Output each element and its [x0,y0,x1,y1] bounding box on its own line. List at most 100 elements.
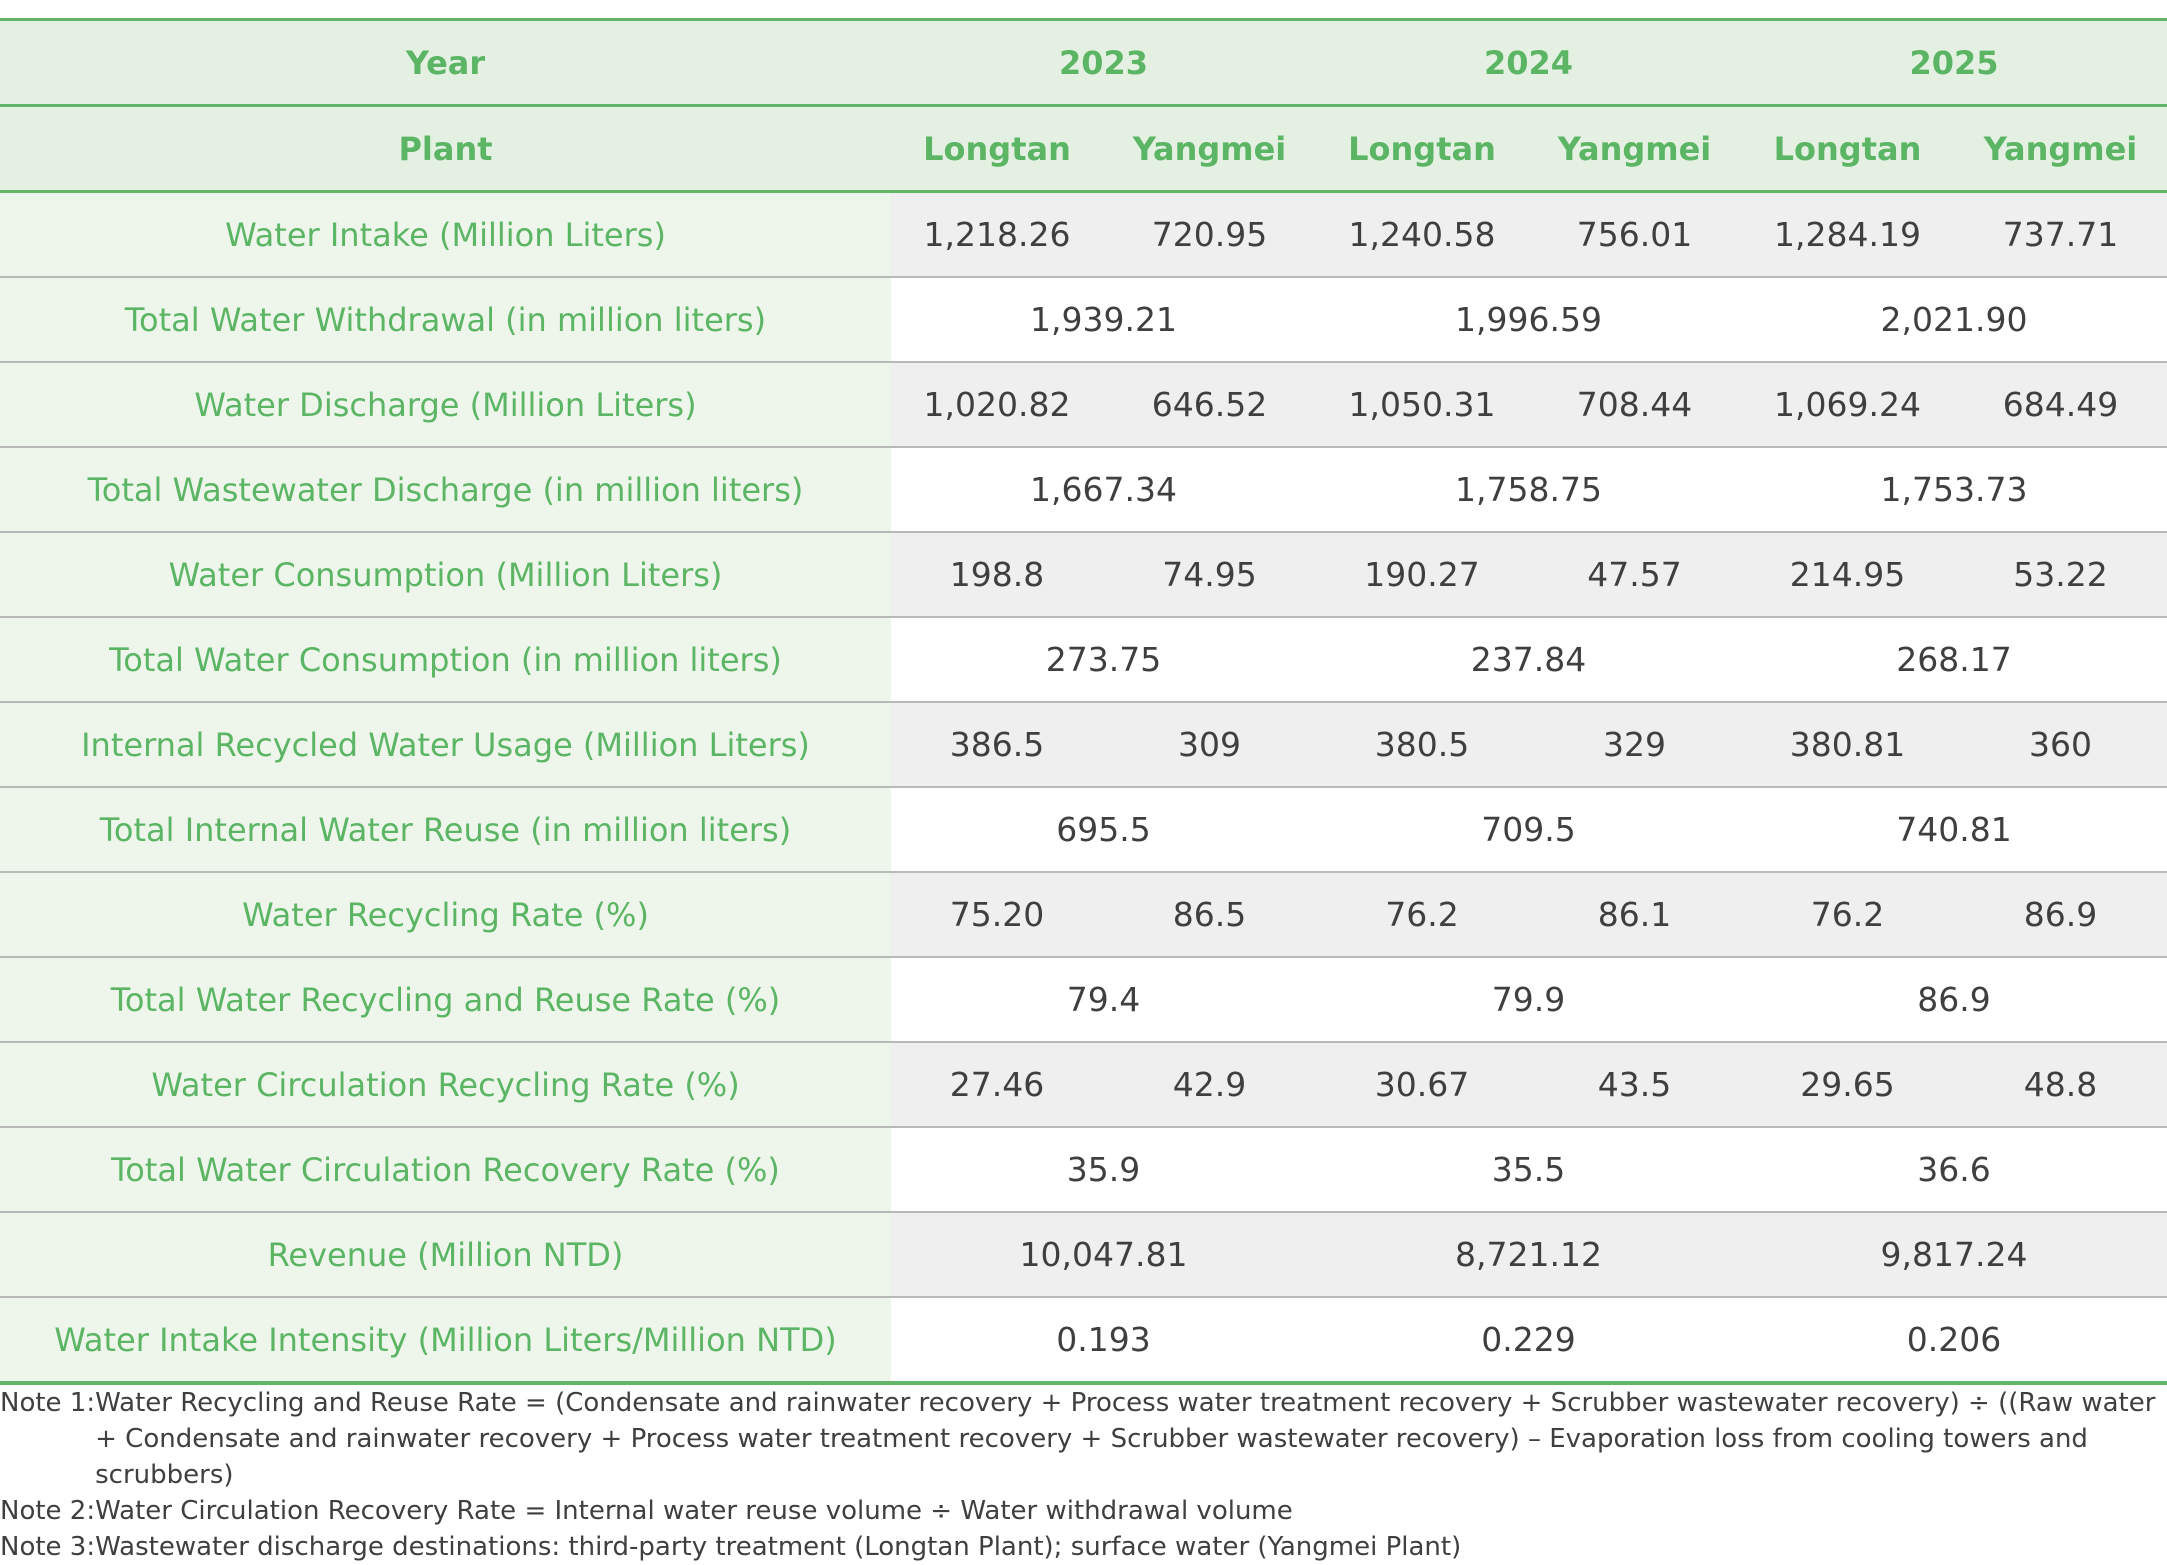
value-cell: 386.5 [891,702,1103,788]
value-cell: 720.95 [1103,191,1316,278]
value-cell: 36.6 [1741,1127,2167,1213]
value-cell: 86.9 [1741,957,2167,1043]
plant-header-longtan: Longtan [1741,105,1954,193]
value-cell: 2,021.90 [1741,277,2167,363]
note: Note 3: Wastewater discharge destinations… [0,1529,2167,1565]
table-row: Total Water Consumption (in million lite… [0,617,2167,703]
plant-label: Plant [0,105,891,193]
plant-header-longtan: Longtan [891,105,1103,193]
value-cell: 1,050.31 [1316,362,1528,448]
value-cell: 35.9 [891,1127,1316,1213]
value-cell: 695.5 [891,787,1316,873]
value-cell: 1,667.34 [891,447,1316,533]
value-cell: 76.2 [1741,872,1954,958]
value-cell: 42.9 [1103,1042,1316,1128]
table-row: Total Water Withdrawal (in million liter… [0,277,2167,363]
table-row: Internal Recycled Water Usage (Million L… [0,702,2167,788]
table-row: Water Consumption (Million Liters) 198.8 7… [0,532,2167,618]
table-body: Water Intake (Million Liters) 1,218.26 720… [0,191,2167,1385]
value-cell: 1,753.73 [1741,447,2167,533]
value-cell: 190.27 [1316,532,1528,618]
table-row: Total Internal Water Reuse (in million l… [0,787,2167,873]
row-label: Total Water Circulation Recovery Rate (%… [0,1127,891,1213]
year-label: Year [0,18,891,107]
value-cell: 8,721.12 [1316,1212,1741,1298]
value-cell: 48.8 [1954,1042,2167,1128]
note: Note 1: Water Recycling and Reuse Rate = … [0,1385,2167,1493]
value-cell: 1,996.59 [1316,277,1741,363]
water-data-table: Year 2023 2024 2025 Plant Longtan Yangme… [0,18,2167,1385]
value-cell: 79.4 [891,957,1316,1043]
note: Note 2: Water Circulation Recovery Rate =… [0,1493,2167,1529]
value-cell: 29.65 [1741,1042,1954,1128]
value-cell: 684.49 [1954,362,2167,448]
year-2023-header: 2023 [891,18,1316,107]
value-cell: 0.193 [891,1297,1316,1385]
row-label: Water Intake Intensity (Million Liters/M… [0,1297,891,1385]
value-cell: 1,218.26 [891,191,1103,278]
value-cell: 1,069.24 [1741,362,1954,448]
notes-section: Note 1: Water Recycling and Reuse Rate = … [0,1385,2167,1565]
value-cell: 75.20 [891,872,1103,958]
value-cell: 214.95 [1741,532,1954,618]
value-cell: 309 [1103,702,1316,788]
value-cell: 76.2 [1316,872,1528,958]
note-id: Note 1: [0,1388,96,1418]
value-cell: 0.229 [1316,1297,1741,1385]
value-cell: 1,939.21 [891,277,1316,363]
table-row: Water Recycling Rate (%) 75.20 86.5 76.2 86.… [0,872,2167,958]
value-cell: 30.67 [1316,1042,1528,1128]
year-2025-header: 2025 [1741,18,2167,107]
table-row: Total Wastewater Discharge (in million l… [0,447,2167,533]
plant-header-yangmei: Yangmei [1528,105,1741,193]
row-label: Water Circulation Recycling Rate (%) [0,1042,891,1128]
value-cell: 9,817.24 [1741,1212,2167,1298]
row-label: Total Water Consumption (in million lite… [0,617,891,703]
row-label: Total Water Recycling and Reuse Rate (%) [0,957,891,1043]
plant-header-longtan: Longtan [1316,105,1528,193]
value-cell: 86.9 [1954,872,2167,958]
year-header-row: Year 2023 2024 2025 [0,18,2167,107]
value-cell: 737.71 [1954,191,2167,278]
value-cell: 35.5 [1316,1127,1741,1213]
plant-header-row: Plant Longtan Yangmei Longtan Yangmei Lo… [0,105,2167,193]
note-text: Water Recycling and Reuse Rate = (Conden… [95,1388,2156,1490]
year-2024-header: 2024 [1316,18,1741,107]
value-cell: 1,284.19 [1741,191,1954,278]
row-label: Internal Recycled Water Usage (Million L… [0,702,891,788]
value-cell: 740.81 [1741,787,2167,873]
table-row: Water Intake (Million Liters) 1,218.26 720… [0,191,2167,278]
note-id: Note 3: [0,1532,96,1562]
value-cell: 27.46 [891,1042,1103,1128]
value-cell: 0.206 [1741,1297,2167,1385]
table-row: Water Intake Intensity (Million Liters/M… [0,1297,2167,1385]
value-cell: 1,020.82 [891,362,1103,448]
row-label: Water Intake (Million Liters) [0,191,891,278]
value-cell: 86.1 [1528,872,1741,958]
value-cell: 198.8 [891,532,1103,618]
value-cell: 47.57 [1528,532,1741,618]
table-row: Total Water Recycling and Reuse Rate (%)… [0,957,2167,1043]
table-row: Revenue (Million NTD) 10,047.81 8,721.12 9,… [0,1212,2167,1298]
value-cell: 10,047.81 [891,1212,1316,1298]
note-text: Wastewater discharge destinations: third… [95,1532,1462,1562]
note-text: Water Circulation Recovery Rate = Intern… [95,1496,1293,1526]
value-cell: 74.95 [1103,532,1316,618]
value-cell: 1,240.58 [1316,191,1528,278]
value-cell: 708.44 [1528,362,1741,448]
row-label: Total Internal Water Reuse (in million l… [0,787,891,873]
value-cell: 360 [1954,702,2167,788]
value-cell: 380.5 [1316,702,1528,788]
row-label: Revenue (Million NTD) [0,1212,891,1298]
table-row: Water Discharge (Million Liters) 1,020.82… [0,362,2167,448]
value-cell: 268.17 [1741,617,2167,703]
row-label: Total Water Withdrawal (in million liter… [0,277,891,363]
value-cell: 646.52 [1103,362,1316,448]
value-cell: 273.75 [891,617,1316,703]
row-label: Water Consumption (Million Liters) [0,532,891,618]
row-label: Water Discharge (Million Liters) [0,362,891,448]
value-cell: 53.22 [1954,532,2167,618]
row-label: Water Recycling Rate (%) [0,872,891,958]
value-cell: 237.84 [1316,617,1741,703]
